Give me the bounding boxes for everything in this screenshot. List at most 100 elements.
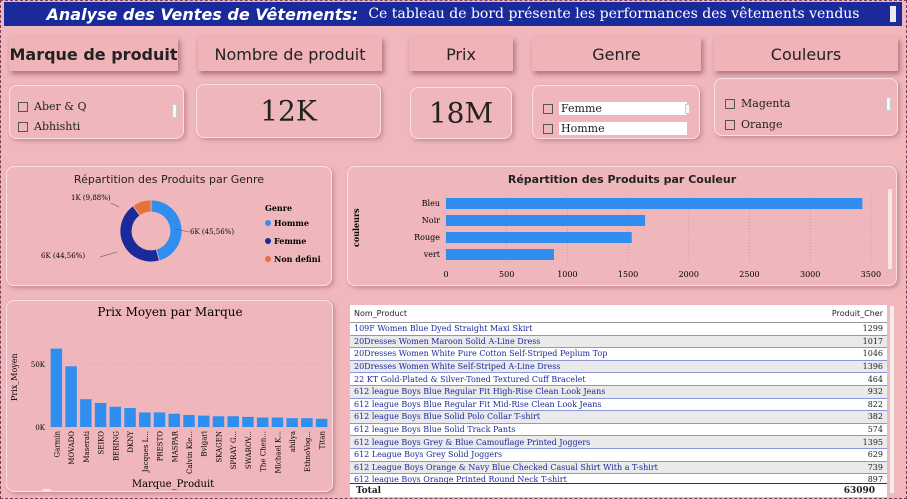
color-option-label: Magenta [741, 97, 791, 110]
donut-chart: 1K (9,88%) 6K (44,56%) 6K (45,56%) Genre… [41, 194, 321, 264]
category-label: SWAROV... [245, 431, 253, 469]
x-tick-label: 2500 [739, 270, 759, 279]
table-header-row: Nom_Product Produit_Cher [350, 305, 887, 323]
bar-vert [446, 249, 555, 260]
bar-5 [124, 408, 136, 427]
table-row[interactable]: 612 league Boys Blue Regular Fit High-Ri… [350, 385, 887, 399]
bar-noir [446, 215, 646, 226]
gender-donut-card: Répartition des Produits par Genre 1K (9… [6, 166, 332, 286]
gender-option-label: Homme [559, 122, 687, 135]
gender-option-femme[interactable]: Femme [543, 102, 687, 115]
color-slicer-scrollbar[interactable] [886, 97, 891, 111]
x-tick-label: 500 [499, 270, 514, 279]
bar-rouge [446, 232, 632, 243]
donut-legend-title: Genre [265, 203, 292, 213]
product-name-cell: 612 league Boys Blue Regular Fit Mid-Ris… [350, 398, 828, 412]
color-chart-tick-labels: 0 500 1000 1500 2000 2500 3000 3500 [443, 270, 881, 279]
product-price-cell: 382 [827, 410, 887, 424]
price-chart-scrollbar[interactable] [43, 489, 51, 492]
price-chart-category-labels: Garmin MOVADO Maserati SEIKO BERING DKNY Jacqu… [53, 430, 326, 474]
brand-filter-header[interactable]: Marque de produit [9, 37, 178, 71]
color-option-orange[interactable]: Orange [725, 118, 782, 131]
price-filter-header[interactable]: Prix [409, 37, 513, 71]
bar-0 [50, 348, 63, 427]
header-scrollbar[interactable] [890, 6, 896, 22]
table-row[interactable]: 612 league Boys Grey & Blue Camouflage P… [350, 435, 887, 449]
category-label: Titan [319, 431, 327, 450]
bar-bleu [446, 198, 863, 209]
color-filter-header[interactable]: Couleurs [714, 37, 898, 71]
bar-8 [168, 413, 181, 427]
table-row[interactable]: 612 League Boys Orange & Navy Blue Check… [350, 461, 887, 475]
product-name-cell: 22 KT Gold-Plated & Silver-Toned Texture… [350, 372, 828, 386]
checkbox[interactable] [725, 98, 735, 109]
category-label: MOVADO [68, 431, 76, 465]
checkbox[interactable] [18, 121, 28, 132]
color-chart-scrollbar[interactable] [888, 189, 892, 269]
col-header-name[interactable]: Nom_Product [350, 305, 828, 323]
table-row[interactable]: 612 league Boys Blue Solid Track Pants 57… [350, 423, 887, 437]
category-label: Bvlgari [201, 430, 209, 456]
legend-label-nondef: Non defini [274, 254, 321, 264]
gender-filter-header[interactable]: Genre [532, 37, 701, 71]
table-row[interactable]: 20Dresses Women White Self-Striped A-Lin… [350, 360, 887, 374]
x-tick-label: 0 [443, 270, 448, 279]
bar-13 [242, 416, 254, 427]
x-tick-label: 2000 [679, 270, 699, 279]
x-tick-label: 3500 [861, 270, 881, 279]
gender-slicer: Femme Homme [532, 85, 700, 139]
table-body: 109F Women Blue Dyed Straight Maxi Skirt… [350, 322, 887, 487]
brand-slicer: Aber & Q Abhishti [9, 85, 184, 139]
price-chart-bars [50, 348, 328, 427]
checkbox[interactable] [543, 123, 553, 134]
color-option-magenta[interactable]: Magenta [725, 97, 790, 110]
brand-slicer-scrollbar[interactable] [172, 104, 177, 118]
product-name-cell: 20Dresses Women Maroon Solid A-Line Dres… [350, 335, 828, 349]
category-label: SPRAY G... [230, 431, 238, 469]
category-label: PRESTO [157, 431, 165, 462]
bar-14 [256, 417, 269, 427]
table-row[interactable]: 20Dresses Women Maroon Solid A-Line Dres… [350, 335, 887, 349]
donut-label-homme: 6K (45,56%) [190, 228, 234, 236]
category-label: The Chen... [260, 431, 268, 472]
bar-1 [65, 366, 77, 427]
bar-7 [153, 412, 166, 427]
donut-slice [150, 199, 183, 262]
checkbox[interactable] [543, 103, 553, 114]
bar-15 [271, 417, 284, 427]
product-price-cell: 1017 [827, 335, 887, 349]
category-label: Michael K... [274, 431, 282, 474]
gender-slicer-scrollbar[interactable] [685, 104, 690, 114]
count-kpi-card: 12K [196, 84, 381, 138]
product-price-cell: 739 [827, 461, 887, 475]
price-x-axis-label: Marque_Produit [132, 479, 214, 490]
category-label: BERING [112, 431, 120, 461]
table-row[interactable]: 612 League Boys Grey Solid Joggers 629 [350, 448, 887, 462]
table-row[interactable]: 22 KT Gold-Plated & Silver-Toned Texture… [350, 372, 887, 386]
category-label: Noir [422, 216, 440, 225]
col-header-price[interactable]: Produit_Cher [827, 305, 887, 323]
product-name-cell: 612 League Boys Orange & Navy Blue Check… [350, 461, 828, 475]
gender-option-label: Femme [559, 102, 687, 115]
brand-option-1[interactable]: Aber & Q [18, 100, 87, 113]
category-label: vert [423, 250, 441, 259]
gender-option-homme[interactable]: Homme [543, 122, 687, 135]
table-scrollbar[interactable] [890, 306, 894, 493]
count-filter-header[interactable]: Nombre de produit [198, 37, 382, 71]
table-row[interactable]: 612 league Boys Blue Solid Polo Collar T… [350, 410, 887, 424]
brand-option-2[interactable]: Abhishti [18, 120, 80, 133]
table-row[interactable]: 612 league Boys Blue Regular Fit Mid-Ris… [350, 398, 887, 412]
legend-label-homme: Homme [274, 218, 309, 228]
color-chart-bars [446, 198, 863, 260]
category-label: Garmin [53, 431, 61, 458]
bar-10 [197, 415, 210, 427]
legend-marker-femme [265, 238, 271, 244]
color-y-axis-label: couleurs [351, 208, 361, 247]
category-label: Jacques L... [142, 431, 150, 473]
table-row[interactable]: 20Dresses Women White Pure Cotton Self-S… [350, 347, 887, 361]
checkbox[interactable] [725, 119, 735, 130]
checkbox[interactable] [18, 101, 28, 112]
x-tick-label: 1500 [618, 270, 638, 279]
table-row[interactable]: 109F Women Blue Dyed Straight Maxi Skirt… [350, 322, 887, 336]
price-kpi-card: 18M [410, 87, 512, 139]
